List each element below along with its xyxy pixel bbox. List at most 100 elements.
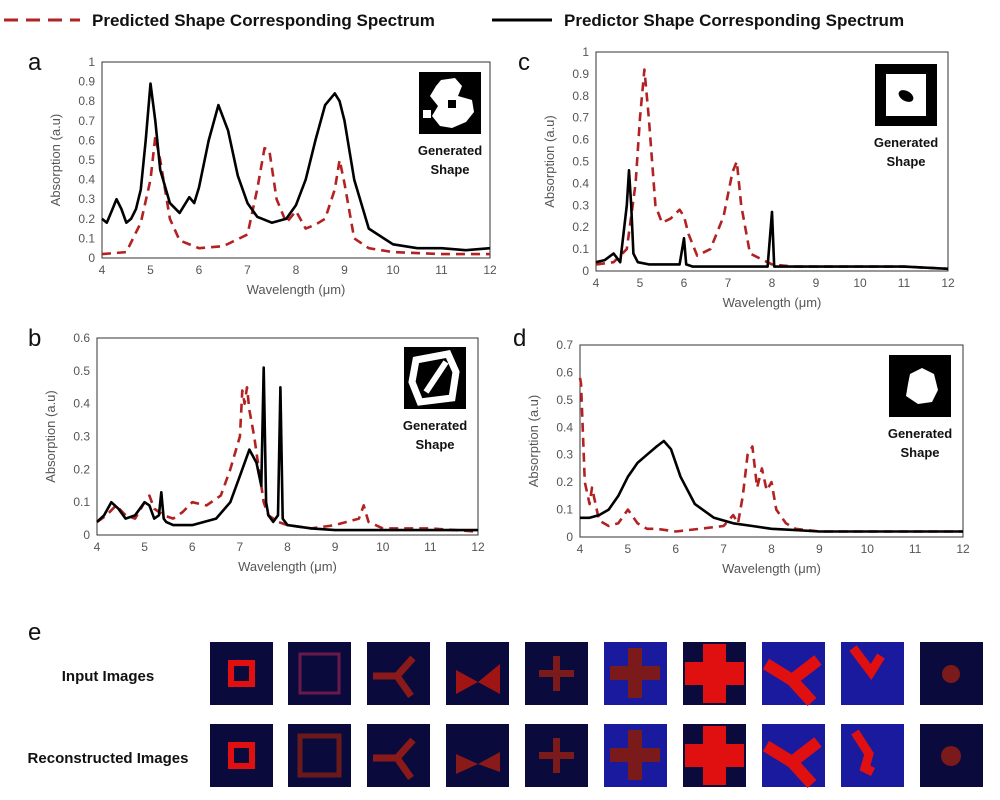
x-tick-label: 8	[768, 542, 775, 556]
x-tick-label: 5	[625, 542, 632, 556]
recon-tile-dot	[920, 724, 983, 787]
chart-panel-a: 4 5 6 7 8 9 10 11 12 0 0.1 0.2 0.3 0.4 0.5 0.6 0.7 0.8 0.9…	[48, 55, 497, 297]
predictor-series-line-a	[101, 82, 491, 252]
input-tile-small-square	[210, 642, 273, 705]
x-axis-title: Wavelength (μm)	[723, 295, 822, 310]
x-tick-label: 11	[435, 263, 448, 277]
plot-frame-d	[579, 344, 964, 538]
y-tick-label: 0.9	[572, 67, 589, 81]
y-axis-title: Absorption (a.u)	[43, 390, 58, 483]
plot-frame-b	[96, 337, 479, 536]
legend: Predicted Shape Corresponding Spectrum P…	[4, 11, 904, 30]
chart-panel-b: 4 5 6 7 8 9 10 11 12 0 0.1 0.2 0.3 0.4 0.5 0.6 Wavelengt…	[43, 331, 485, 574]
y-tick-label: 0.4	[73, 397, 90, 411]
y-tick-label: 0	[83, 528, 90, 542]
chart-panel-c: 4 5 6 7 8 9 10 11 12 0 0.1 0.2 0.3 0.4 0.5 0.6 0.7 0.8 0.9…	[542, 45, 955, 310]
y-tick-label: 0.8	[572, 89, 589, 103]
y-tick-label: 0.1	[572, 242, 589, 256]
inset-label-d-line1: Generated	[888, 426, 952, 441]
y-tick-label: 0.7	[556, 338, 573, 352]
y-tick-label: 0.3	[556, 448, 573, 462]
x-tick-label: 10	[853, 276, 867, 290]
inset-shape-a	[419, 72, 481, 134]
x-tick-label: 8	[293, 263, 300, 277]
input-tile-big-cross	[683, 642, 746, 705]
y-tick-label: 0.9	[78, 75, 95, 89]
inset-shape-b	[404, 347, 466, 409]
x-tick-label: 10	[386, 263, 400, 277]
y-tick-label: 0.4	[572, 176, 589, 190]
x-tick-label: 12	[941, 276, 955, 290]
y-tick-label: 0.3	[73, 430, 90, 444]
y-axis-title: Absorption (a.u)	[48, 114, 63, 207]
recon-tile-thick-y	[762, 724, 825, 789]
tile-row-reconstructed	[210, 724, 983, 789]
legend-predicted-label: Predicted Shape Corresponding Spectrum	[92, 11, 435, 30]
inset-shape-d	[889, 355, 951, 417]
y-tick-label: 0.5	[78, 153, 95, 167]
y-tick-label: 0.3	[78, 192, 95, 206]
x-tick-label: 6	[681, 276, 688, 290]
x-tick-label: 10	[861, 542, 875, 556]
x-tick-label: 12	[483, 263, 497, 277]
input-tile-large-square	[288, 642, 351, 705]
y-tick-label: 0.5	[556, 393, 573, 407]
x-tick-label: 5	[637, 276, 644, 290]
x-tick-label: 6	[189, 540, 196, 554]
y-tick-label: 0.5	[73, 364, 90, 378]
x-tick-label: 7	[720, 542, 727, 556]
x-tick-label: 11	[898, 276, 911, 290]
predictor-series-line-c	[595, 169, 949, 271]
panel-letter-c: c	[518, 49, 530, 76]
x-tick-label: 4	[593, 276, 600, 290]
chart-panel-d: 4 5 6 7 8 9 10 11 12 0 0.1 0.2 0.3 0.4 0.5 0.6 0.7 Wavele…	[526, 338, 970, 576]
x-tick-label: 7	[725, 276, 732, 290]
inset-label-b-line1: Generated	[403, 418, 467, 433]
x-tick-label: 5	[147, 263, 154, 277]
y-axis-title: Absorption (a.u)	[542, 115, 557, 208]
x-tick-label: 4	[94, 540, 101, 554]
recon-tile-cross	[604, 724, 667, 787]
input-tile-dot	[920, 642, 983, 705]
x-tick-label: 7	[237, 540, 244, 554]
y-tick-label: 1	[88, 55, 95, 69]
y-tick-label: 0.6	[556, 365, 573, 379]
x-tick-label: 9	[341, 263, 348, 277]
x-tick-label: 12	[471, 540, 485, 554]
y-tick-label: 0.6	[78, 133, 95, 147]
y-tick-label: 0.6	[572, 133, 589, 147]
inset-label-a-line1: Generated	[418, 143, 482, 158]
y-tick-label: 0	[88, 251, 95, 265]
x-tick-label: 11	[909, 542, 922, 556]
recon-tile-arrow	[841, 724, 904, 787]
input-tile-thin-cross	[525, 642, 588, 705]
plot-frame-a	[101, 61, 491, 259]
x-tick-label: 9	[813, 276, 820, 290]
recon-tile-thin-cross	[525, 724, 588, 787]
panel-letter-b: b	[28, 325, 41, 352]
y-tick-label: 0.6	[73, 331, 90, 345]
x-tick-label: 8	[769, 276, 776, 290]
input-tile-y-shape	[367, 642, 430, 705]
y-tick-label: 0.2	[556, 475, 573, 489]
inset-label-c-line1: Generated	[874, 135, 938, 150]
input-tile-cross	[604, 642, 667, 705]
input-tile-thick-y	[762, 642, 825, 707]
inset-label-a-line2: Shape	[430, 162, 469, 177]
y-tick-label: 0.8	[78, 94, 95, 108]
y-tick-label: 0	[582, 264, 589, 278]
y-tick-label: 0.2	[78, 212, 95, 226]
input-tile-arrow	[841, 642, 904, 705]
y-tick-label: 0.3	[572, 198, 589, 212]
y-tick-label: 0.7	[78, 114, 95, 128]
x-tick-label: 11	[424, 540, 437, 554]
x-tick-label: 7	[244, 263, 251, 277]
y-tick-label: 0.1	[73, 495, 90, 509]
y-tick-label: 0.4	[556, 420, 573, 434]
x-tick-label: 5	[141, 540, 148, 554]
y-tick-label: 0.4	[78, 173, 95, 187]
y-tick-label: 0.2	[572, 220, 589, 234]
inset-shape-c	[875, 64, 937, 126]
predictor-series-line-b	[96, 366, 478, 532]
